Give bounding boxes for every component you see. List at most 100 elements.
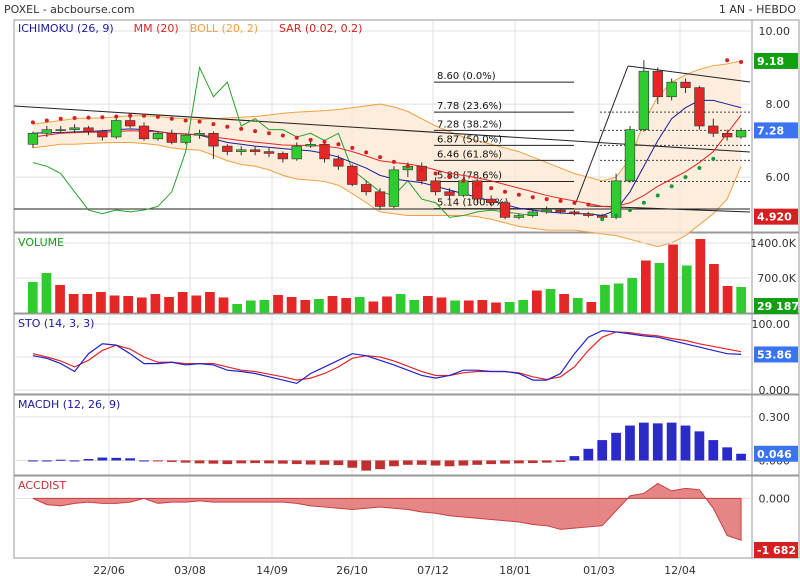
volume-bar: [709, 264, 719, 313]
volume-bar: [150, 294, 161, 313]
macd-bar: [305, 460, 316, 465]
macd-bar: [625, 425, 635, 461]
sar-dot: [711, 156, 716, 161]
volume-bar: [668, 244, 678, 313]
macd-bar: [527, 460, 538, 464]
macd-bar: [680, 425, 691, 461]
volume-bar: [491, 302, 501, 313]
sto-d-line: [32, 331, 742, 381]
sar-dot: [405, 164, 410, 169]
volume-bar: [205, 292, 215, 313]
volume-bar: [314, 299, 324, 313]
volume-bar: [695, 239, 706, 313]
macd-bar: [333, 460, 344, 466]
ichimoku-chikou-line: [32, 65, 533, 218]
price-y-tick-label: 8.00: [766, 98, 791, 111]
accdist-last-tag-bg: [754, 542, 798, 558]
date-tick-label: 07/12: [417, 564, 449, 577]
volume-bar: [68, 294, 79, 313]
sar-dot: [391, 159, 396, 164]
candle-body: [541, 209, 552, 213]
sar-dot: [211, 122, 216, 127]
macd-bar: [125, 458, 135, 461]
macd-bar: [569, 456, 580, 461]
macd-bar: [652, 423, 663, 461]
candle-body: [499, 202, 511, 218]
fib-level-label: 5.14 (100.0%): [437, 198, 508, 209]
sar-dot: [86, 115, 91, 120]
volume-last-tag: 29 187: [757, 300, 799, 313]
candle-body: [277, 153, 289, 160]
volume-bar: [395, 294, 406, 313]
sar-dot: [336, 142, 341, 147]
price-last-tag-bg: [754, 122, 798, 139]
sar-dot: [58, 116, 63, 121]
sar-dot: [253, 129, 258, 134]
bollinger-band-fill: [32, 60, 742, 247]
sar-dot: [627, 208, 632, 213]
macd-bar: [611, 432, 621, 461]
impulse-line: [574, 65, 629, 206]
sto-k-line: [32, 329, 742, 385]
macd-bar: [597, 440, 608, 461]
volume-bar: [572, 298, 583, 313]
sar-dot: [350, 145, 355, 150]
date-tick-label: 26/10: [336, 564, 368, 577]
sar-dot: [600, 217, 605, 222]
price-low-tag: 4.920: [757, 211, 792, 224]
date-tick-label: 22/06: [93, 564, 125, 577]
candle-body: [41, 129, 52, 134]
candle-body: [27, 133, 39, 145]
candle-body: [597, 215, 608, 218]
macd-bar: [83, 459, 94, 461]
macd-bar: [278, 460, 288, 464]
accdist-title: ACCDIST: [18, 479, 66, 492]
volume-bar: [286, 297, 297, 313]
macd-last-tag: 0.046: [757, 448, 792, 461]
volume-bar: [600, 285, 610, 313]
volume-bar: [559, 294, 569, 313]
candle-body: [652, 70, 663, 98]
volume-bar: [55, 285, 65, 313]
candle-body: [555, 209, 566, 213]
volume-bar: [368, 301, 379, 313]
sar-dot: [558, 198, 563, 203]
macd-bar: [722, 447, 733, 461]
date-tick-label: 12/04: [664, 564, 696, 577]
sar-dot: [183, 118, 188, 123]
candle-body: [361, 184, 372, 193]
volume-last-tag-bg: [754, 298, 798, 314]
macd-bar: [430, 460, 441, 466]
date-tick-label: 03/08: [174, 564, 206, 577]
candle-body: [583, 213, 594, 216]
ichimoku-tenkan-line: [32, 99, 742, 217]
candle-body: [513, 215, 525, 218]
volume-bar: [82, 294, 93, 313]
sar-dot: [503, 189, 508, 194]
sar-dot: [30, 120, 35, 125]
macd-bar: [541, 460, 552, 463]
candle-body: [374, 191, 386, 207]
macd-last-tag-bg: [754, 445, 798, 462]
volume-bar: [382, 296, 392, 313]
fib-level-label: 7.78 (23.6%): [437, 101, 502, 112]
macd-bar: [291, 460, 302, 465]
price-last-tag: 7.28: [757, 124, 784, 137]
candle-body: [305, 143, 316, 147]
price-y-tick-label: 6.00: [766, 171, 791, 184]
sar-dot: [114, 114, 119, 119]
macd-bar: [222, 460, 233, 465]
volume-bar: [736, 287, 747, 313]
sar-dot: [197, 119, 202, 124]
macd-title: MACDH (12, 26, 9): [18, 398, 120, 411]
fib-level-label: 6.87 (50.0%): [437, 134, 502, 145]
sar-dot: [44, 118, 49, 123]
candle-body: [527, 211, 538, 216]
macd-bar: [500, 460, 510, 464]
sar-dot: [419, 167, 424, 172]
candle-body: [430, 180, 441, 193]
volume-bar: [177, 292, 188, 313]
macd-bar: [55, 459, 66, 461]
volume-bar: [640, 260, 651, 313]
candle-body: [666, 81, 677, 98]
